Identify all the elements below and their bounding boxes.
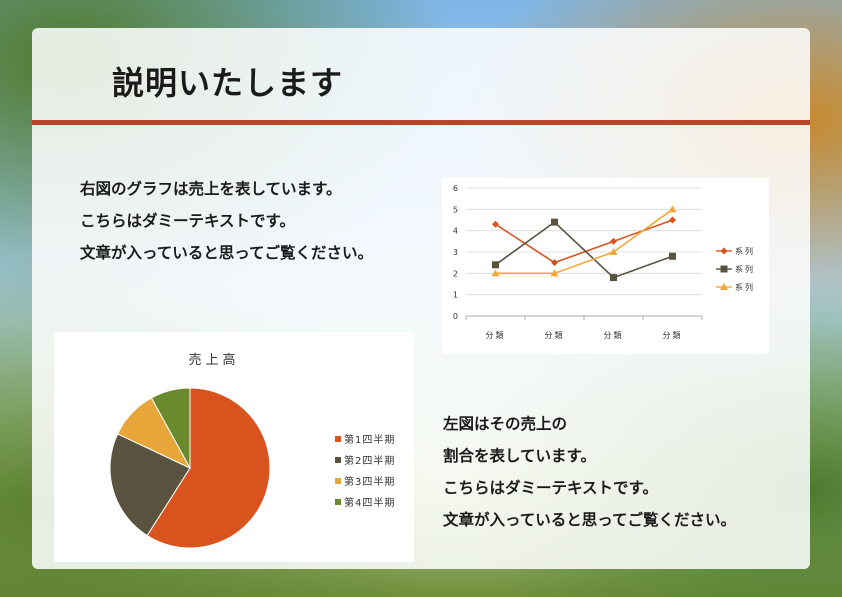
legend-swatch: [335, 499, 341, 505]
data-point: [491, 269, 500, 277]
data-point: [551, 259, 558, 267]
bottom-text-line: 割合を表しています。: [443, 447, 596, 465]
line-chart: 0 1 2 3 4 5 6 分類 分類 分類 分類 系列 系列 系列: [442, 178, 769, 354]
legend-swatch: [335, 478, 341, 484]
series-line: [495, 208, 673, 275]
series-line: [495, 221, 673, 279]
bottom-text-line: こちらはダミーテキストです。: [443, 479, 658, 497]
data-point: [492, 220, 499, 228]
title-rule: [32, 120, 810, 125]
y-tick-label: 2: [453, 269, 458, 278]
data-point: [669, 252, 676, 260]
pie-slice: [150, 387, 191, 469]
y-tick-label: 1: [453, 291, 458, 300]
legend-label: 系列: [735, 246, 755, 256]
y-tick-label: 4: [453, 227, 458, 236]
legend-swatch: [335, 436, 341, 442]
pie-chart: 売上高第1四半期第2四半期第3四半期第4四半期: [54, 332, 414, 562]
top-text-line: こちらはダミーテキストです。: [80, 212, 295, 230]
bottom-text-line: 左図はその売上の: [443, 415, 568, 433]
y-tick-label: 0: [453, 312, 458, 321]
legend-label: 第2四半期: [344, 454, 395, 467]
data-point: [550, 269, 559, 277]
y-tick-label: 5: [453, 205, 458, 214]
x-tick-label: 分類: [486, 330, 506, 340]
data-point: [720, 247, 728, 255]
top-paragraph: 右図のグラフは売上を表しています。 こちらはダミーテキストです。 文章が入ってい…: [80, 173, 373, 269]
slide-title: 説明いたします: [112, 64, 344, 102]
data-point: [610, 237, 617, 245]
data-point: [720, 265, 728, 273]
legend-label: 系列: [735, 264, 755, 274]
data-point: [720, 283, 728, 290]
top-text-line: 文章が入っていると思ってご覧ください。: [80, 244, 373, 262]
x-tick-label: 分類: [663, 330, 683, 340]
series-line: [495, 219, 673, 264]
legend-label: 第3四半期: [344, 475, 395, 488]
x-tick-label: 分類: [604, 330, 624, 340]
pie-slice: [109, 433, 191, 537]
legend-swatch: [335, 457, 341, 463]
legend-label: 第1四半期: [344, 433, 395, 446]
pie-title: 売上高: [188, 352, 239, 368]
y-tick-label: 6: [453, 184, 458, 193]
data-point: [492, 261, 499, 269]
legend-label: 第4四半期: [344, 496, 395, 509]
data-point: [669, 216, 676, 224]
top-text-line: 右図のグラフは売上を表しています。: [80, 180, 342, 198]
bottom-text-line: 文章が入っていると思ってご覧ください。: [443, 511, 736, 529]
data-point: [610, 274, 617, 282]
data-point: [551, 218, 558, 226]
bottom-paragraph: 左図はその売上の 割合を表しています。 こちらはダミーテキストです。 文章が入っ…: [443, 408, 736, 536]
legend-label: 系列: [735, 282, 755, 292]
data-point: [609, 248, 618, 255]
y-tick-label: 3: [453, 248, 458, 257]
pie-slice: [146, 387, 271, 549]
data-point: [668, 205, 677, 213]
x-tick-label: 分類: [545, 330, 565, 340]
